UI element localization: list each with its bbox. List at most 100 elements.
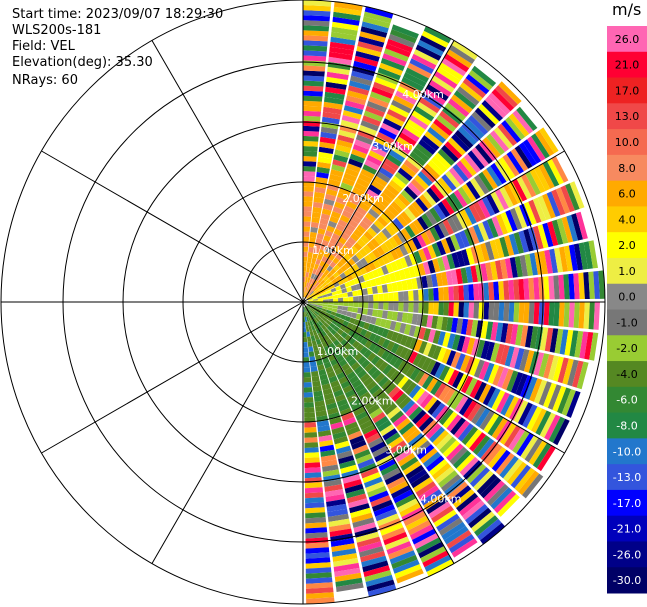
radar-gate [326, 292, 333, 297]
radar-gate [450, 351, 461, 368]
radar-gate [389, 104, 410, 118]
radar-gate [308, 289, 313, 295]
radar-gate [473, 201, 487, 221]
radar-gate [422, 550, 449, 568]
radar-gate [489, 239, 500, 260]
radar-gate [514, 205, 528, 229]
radar-gate [368, 261, 377, 271]
radar-gate [470, 177, 485, 197]
radar-gate [415, 44, 442, 61]
radar-gate [433, 224, 445, 240]
radar-gate [547, 384, 562, 410]
radar-gate [514, 467, 536, 492]
radar-gate [304, 311, 307, 317]
radar-gate [307, 336, 312, 342]
radar-gate [321, 383, 331, 391]
radar-gate [352, 517, 375, 528]
radar-gate [593, 302, 600, 330]
radar-gate [325, 489, 344, 497]
radar-gate [534, 379, 548, 404]
radar-gate [456, 160, 473, 179]
radar-gate [344, 334, 352, 342]
radar-gate [386, 476, 407, 490]
radar-gate [310, 273, 315, 279]
radar-gate [474, 107, 496, 129]
radar-gate [373, 294, 379, 302]
colorbar-cell [607, 232, 647, 259]
radar-gate [408, 114, 429, 130]
radar-gate [551, 219, 564, 245]
radar-gate [306, 331, 311, 337]
radar-gate [413, 49, 439, 66]
radar-gate [588, 302, 595, 330]
radar-gate [393, 197, 407, 210]
radar-gate [377, 420, 392, 432]
radar-gate [523, 201, 537, 225]
radar-gate [446, 414, 462, 432]
radar-gate [389, 370, 401, 382]
radar-gate [376, 245, 386, 256]
radar-gate [441, 316, 449, 331]
radar-gate [323, 269, 330, 276]
radar-gate [304, 482, 323, 489]
radar-gate [367, 366, 378, 377]
radar-gate [398, 291, 404, 301]
radar-gate [403, 159, 420, 174]
radar-gate [312, 303, 318, 305]
radar-gate [354, 449, 371, 460]
radar-gate [351, 512, 373, 523]
radar-gate [333, 302, 339, 306]
radar-gate [495, 85, 518, 108]
radar-gate [325, 278, 332, 284]
radar-gate [476, 438, 495, 459]
radar-gate [377, 216, 389, 227]
radar-gate [389, 320, 397, 331]
radar-gate [573, 302, 580, 329]
radar-gate [422, 375, 434, 390]
radar-gate [536, 445, 556, 472]
radar-gate [354, 182, 368, 193]
radar-gate [318, 271, 324, 278]
radar-gate [386, 340, 395, 352]
radar-gate [376, 267, 385, 277]
radar-gate [380, 242, 390, 254]
radar-gate [317, 425, 331, 432]
radar-gate [320, 449, 336, 457]
radar-gate [568, 273, 575, 300]
radar-gate [312, 295, 318, 299]
radar-gate [498, 281, 505, 300]
radar-gate [316, 359, 324, 366]
radar-gate [380, 463, 399, 476]
radar-gate [327, 281, 334, 287]
radar-gate [372, 141, 390, 153]
radar-gate [363, 428, 379, 440]
radar-gate [488, 92, 511, 115]
radar-gate [380, 122, 400, 136]
radar-gate [416, 234, 427, 248]
radar-gate [376, 171, 391, 183]
radar-gate [310, 335, 316, 342]
radar-gate [324, 286, 331, 292]
radar-gate [488, 282, 495, 300]
radar-gate [326, 289, 332, 294]
radar-gate [483, 282, 490, 301]
radar-gate [330, 169, 344, 178]
radar-gate [315, 309, 321, 314]
radar-gate [430, 361, 441, 377]
radar-gate [310, 307, 316, 312]
radar-gate [332, 257, 340, 265]
colorbar-label: 26.0 [615, 33, 640, 46]
radar-gate [542, 193, 556, 219]
radar-gate [365, 188, 379, 200]
radar-gate [337, 134, 355, 144]
radar-gate [420, 447, 438, 464]
radar-gate [305, 562, 331, 569]
radar-gate [353, 302, 359, 308]
radar-gate [366, 380, 378, 391]
radar-gate [305, 512, 326, 519]
radar-gate [308, 346, 314, 352]
radar-gate [386, 108, 407, 123]
radar-gate [375, 391, 388, 403]
radar-gate [468, 69, 493, 91]
radar-gate [372, 445, 389, 458]
